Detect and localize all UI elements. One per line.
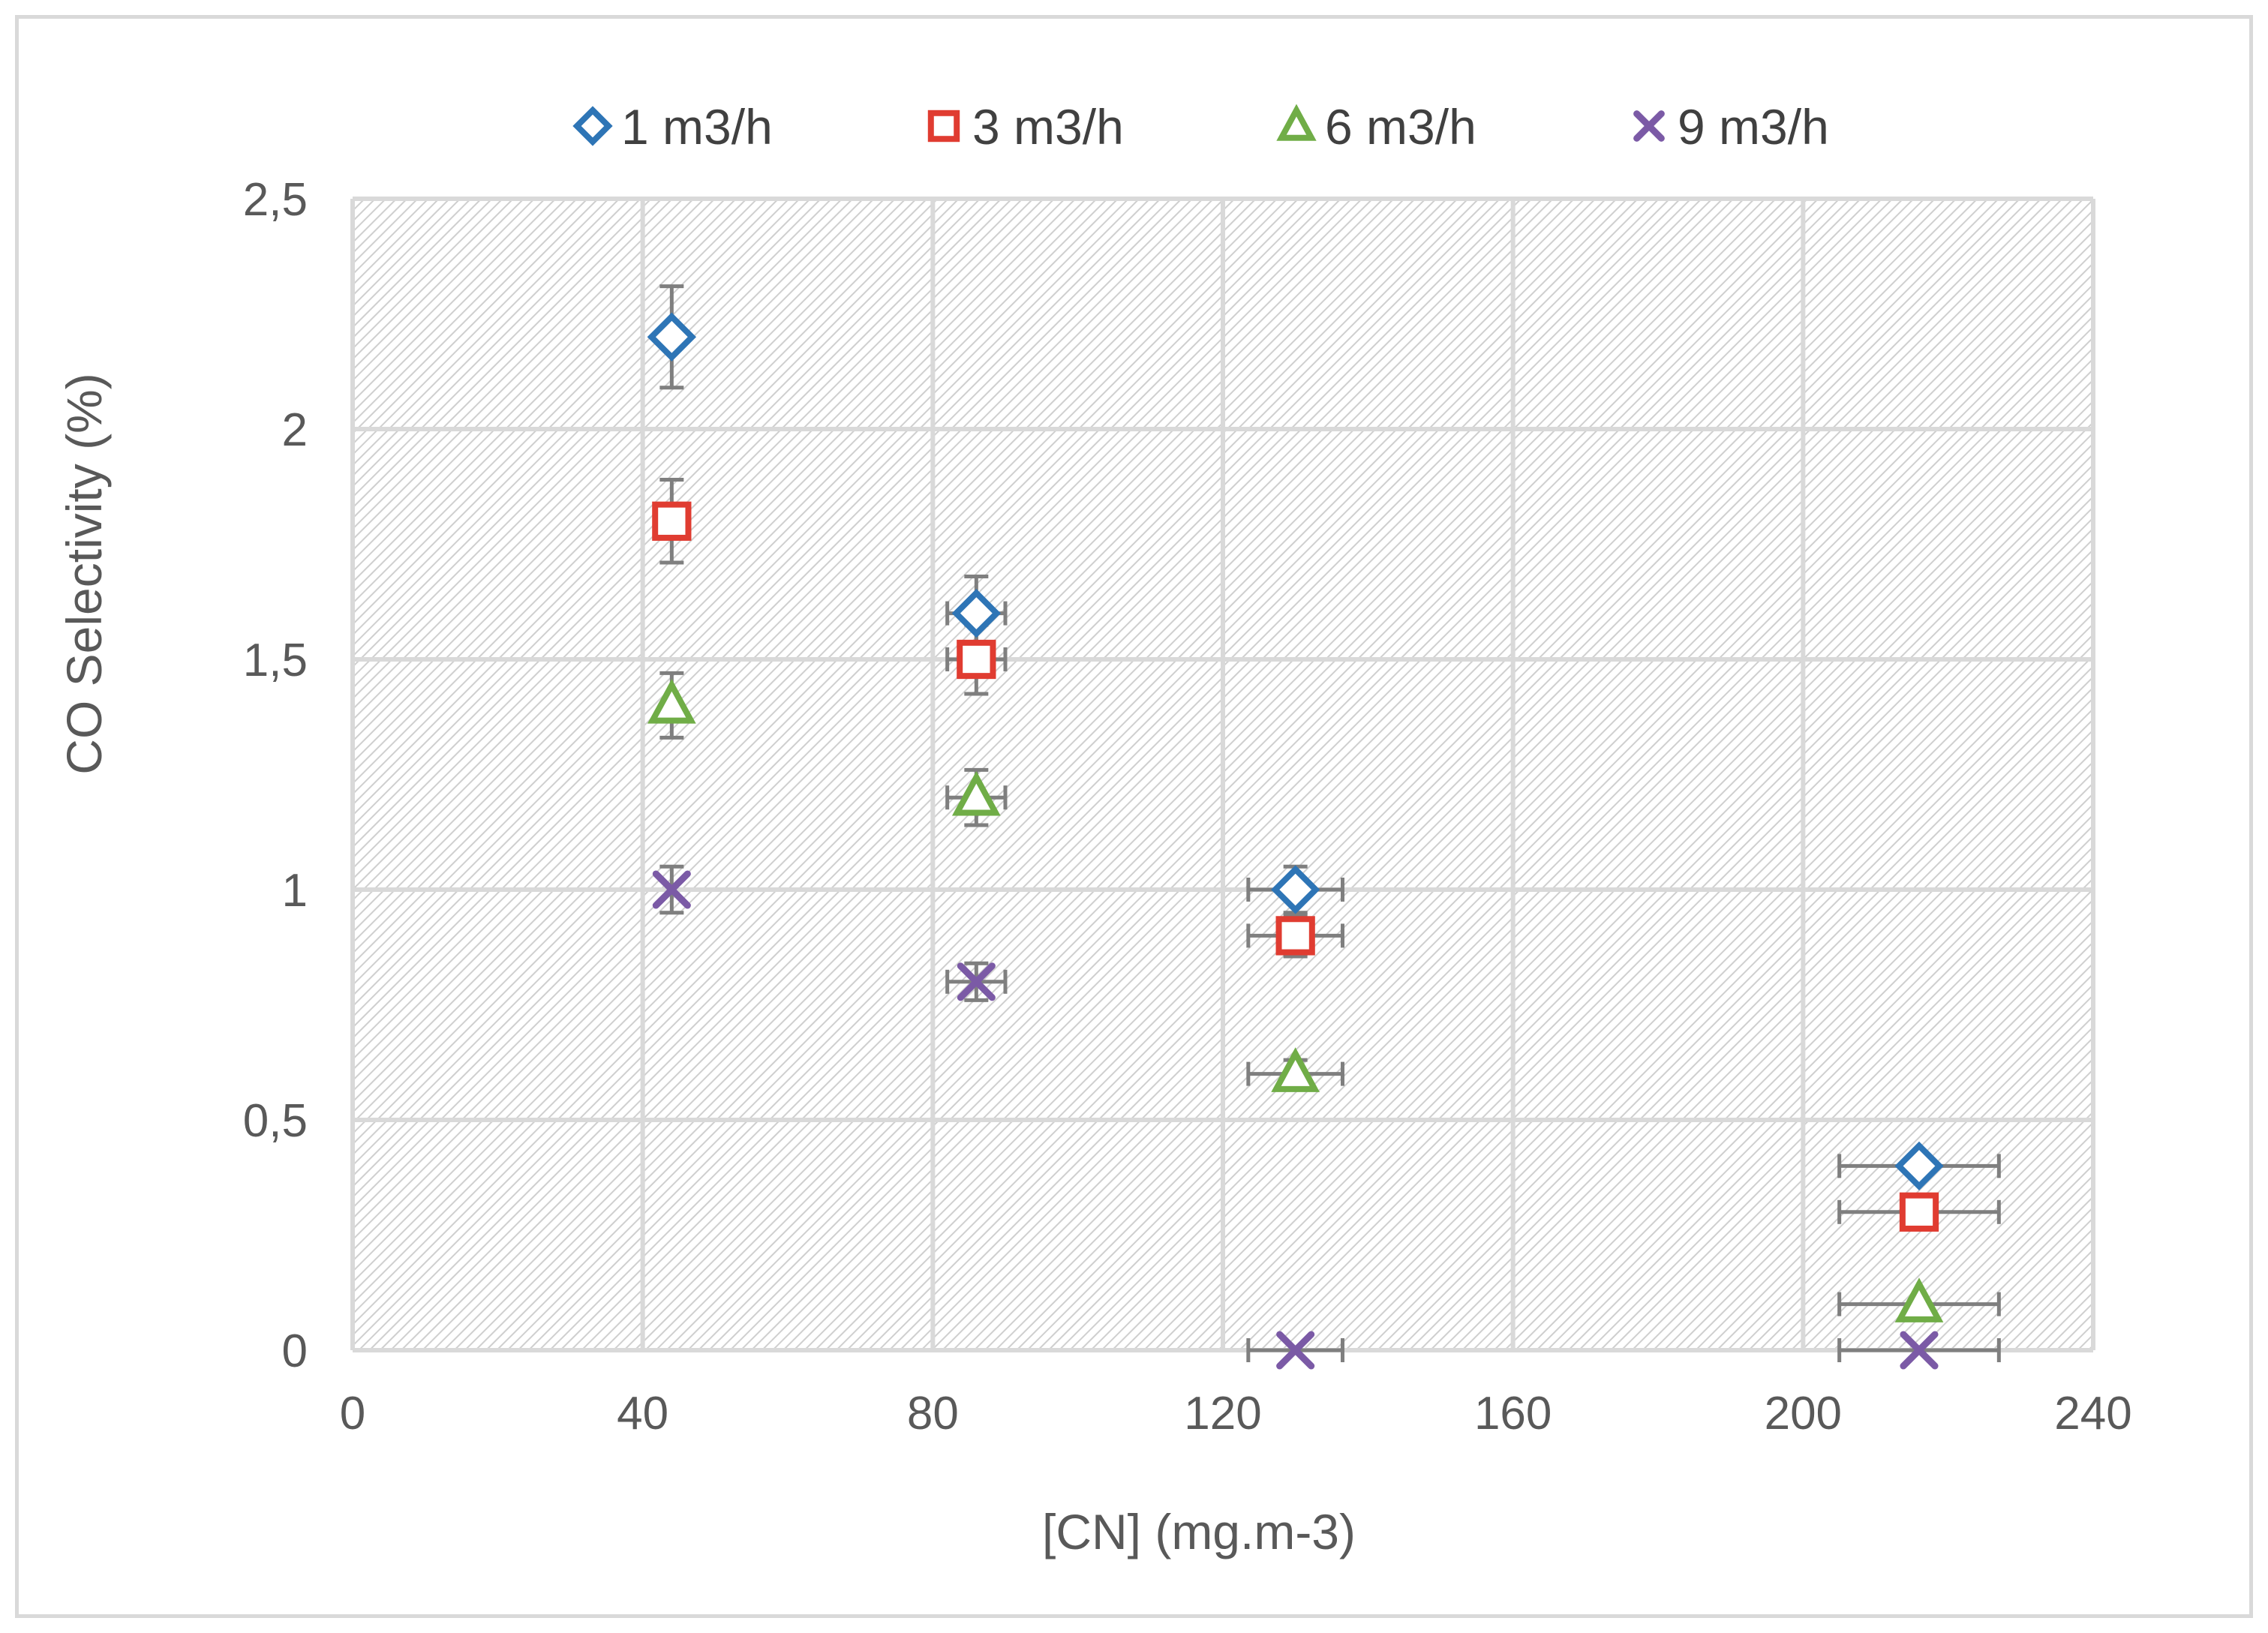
x-tick-label: 120 — [1184, 1388, 1261, 1439]
y-tick-label: 1,5 — [243, 635, 308, 686]
legend-label: 6 m3/h — [1325, 99, 1476, 155]
legend-label: 1 m3/h — [621, 99, 773, 155]
y-axis-title: CO Selectivity (%) — [56, 373, 112, 774]
data-point-x — [1900, 1331, 1939, 1370]
data-point-square — [1275, 916, 1315, 956]
data-point-x — [652, 870, 691, 909]
data-point-diamond — [1894, 1141, 1944, 1191]
x-tick-label: 200 — [1765, 1388, 1842, 1439]
y-tick-label: 1 — [282, 865, 308, 917]
data-point-diamond — [1271, 865, 1320, 914]
data-point-diamond — [951, 588, 1001, 638]
legend-label: 3 m3/h — [972, 99, 1124, 155]
legend-marker-x — [1633, 110, 1665, 142]
data-markers — [647, 312, 1944, 1370]
data-point-x — [957, 962, 996, 1001]
y-tick-label: 0,5 — [243, 1095, 308, 1147]
data-point-triangle — [951, 770, 1001, 816]
y-tick-label: 2,5 — [243, 174, 308, 226]
data-point-square — [652, 501, 692, 541]
x-tick-label: 0 — [340, 1388, 365, 1439]
data-point-triangle — [1271, 1047, 1320, 1092]
legend-item: 9 m3/h — [1633, 99, 1829, 155]
y-tick-label: 0 — [282, 1325, 308, 1377]
gridlines — [350, 197, 2095, 1352]
legend-item: 3 m3/h — [927, 99, 1124, 155]
legend-marker-triangle — [1276, 104, 1317, 141]
x-tick-label: 160 — [1474, 1388, 1552, 1439]
x-axis-title: [CN] (mg.m-3) — [1042, 1504, 1356, 1559]
x-tick-label: 240 — [2054, 1388, 2131, 1439]
data-point-square — [1899, 1192, 1939, 1232]
legend: 1 m3/h 3 m3/h 6 m3/h 9 m3/h — [572, 99, 1829, 155]
legend-item: 6 m3/h — [1276, 99, 1476, 155]
x-tick-label: 80 — [907, 1388, 959, 1439]
legend-marker-square — [927, 110, 960, 143]
y-tick-label: 2 — [282, 404, 308, 456]
legend-marker-diamond — [572, 106, 613, 146]
legend-label: 9 m3/h — [1678, 99, 1829, 155]
data-point-triangle — [647, 679, 696, 724]
data-point-x — [1276, 1331, 1315, 1370]
legend-item: 1 m3/h — [572, 99, 773, 155]
data-point-diamond — [647, 312, 696, 362]
data-point-triangle — [1894, 1277, 1944, 1322]
tick-labels: 0 40 80 120 160 200 240 0 0,5 1 1,5 2 2,5 — [243, 174, 2132, 1439]
x-tick-label: 40 — [617, 1388, 668, 1439]
data-point-square — [957, 639, 996, 680]
